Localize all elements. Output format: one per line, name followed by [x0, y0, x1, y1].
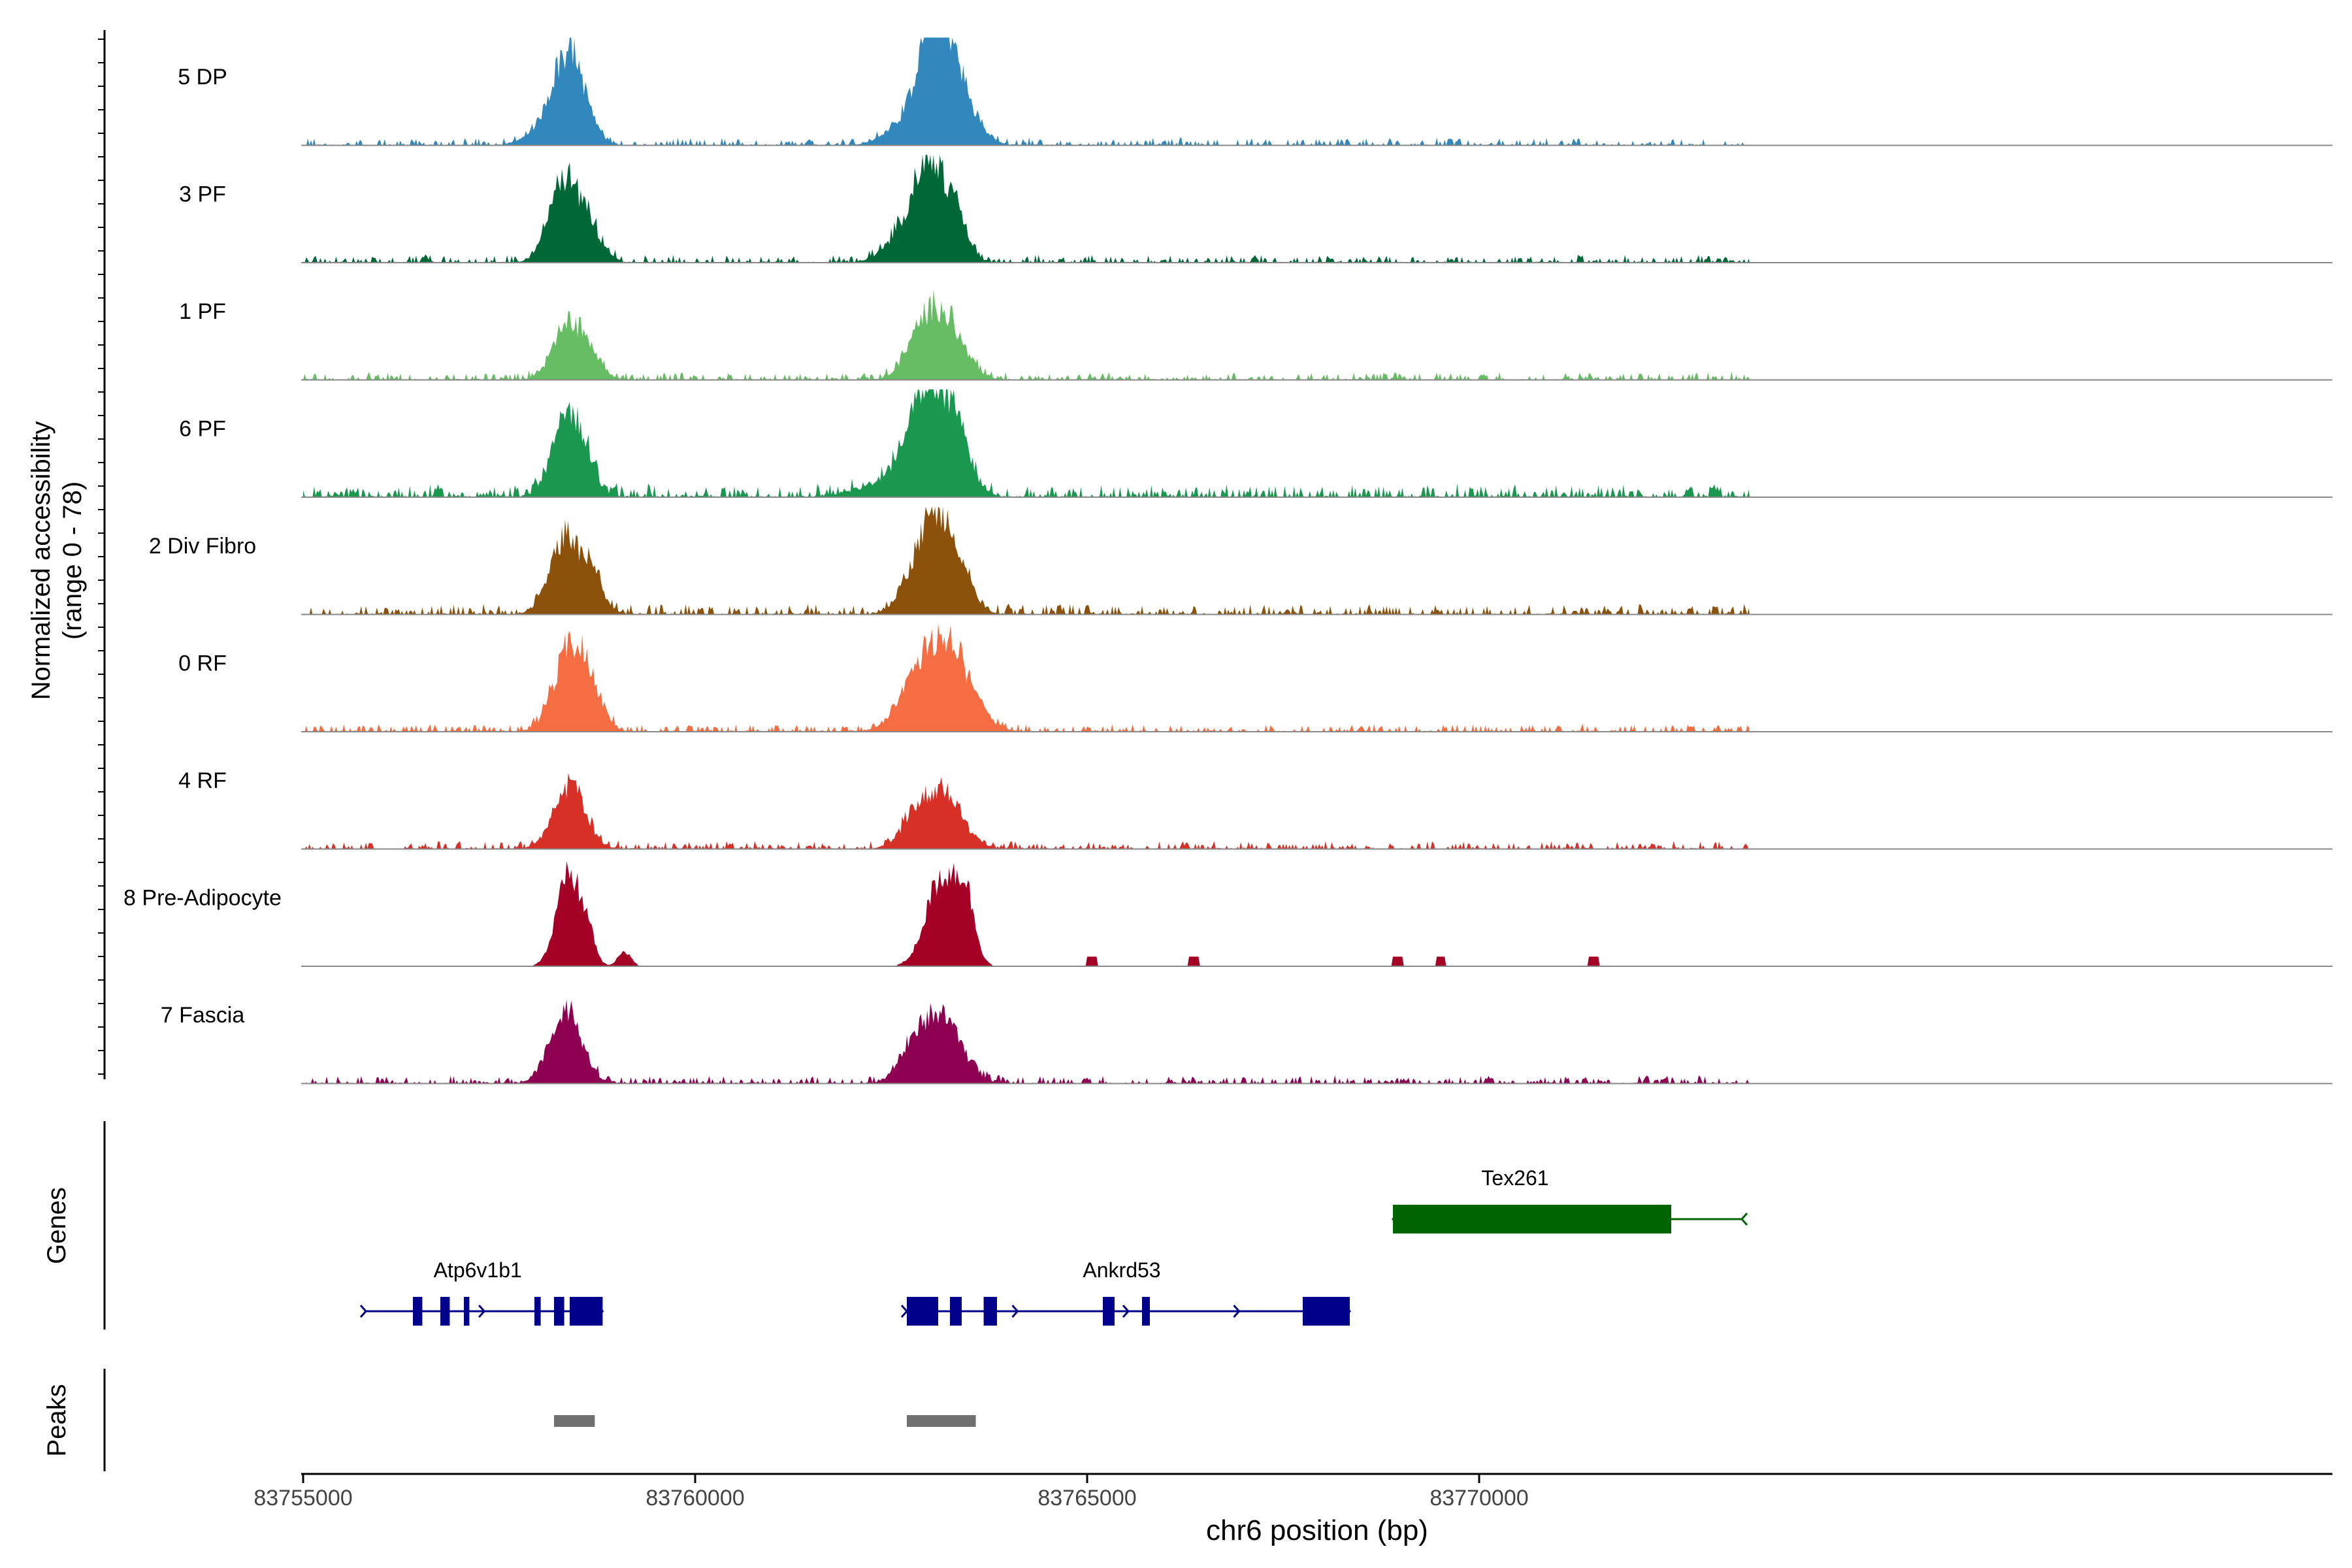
coverage-area [303, 506, 1750, 615]
exon [440, 1297, 450, 1326]
track-8-pre-adipocyte: 8 Pre-Adipocyte [123, 861, 2332, 967]
x-tick-label: 83770000 [1429, 1486, 1528, 1511]
peak-region [554, 1415, 595, 1427]
y-axis-label-line2: (range 0 - 78) [58, 482, 87, 640]
strand-arrow [1740, 1213, 1748, 1226]
gene-label: Tex261 [1481, 1166, 1548, 1190]
coverage-tracks: 5 DP 3 PF 1 PF 6 PF 2 Div Fibro 0 RF 4 RF 8 Pre… [123, 37, 2332, 1085]
track-5-dp: 5 DP [178, 37, 2332, 146]
x-axis-label: chr6 position (bp) [1206, 1514, 1428, 1546]
coverage-area [303, 155, 1750, 263]
gene-track: Atp6v1b1 Ankrd53 Tex261 [359, 1166, 1748, 1326]
strand-arrow [1122, 1305, 1130, 1318]
exon [464, 1297, 470, 1326]
coverage-area [303, 289, 1750, 380]
exon [1103, 1297, 1115, 1326]
peaks-track-label: Peaks [42, 1384, 71, 1456]
coverage-area [303, 624, 1750, 732]
exon [1393, 1205, 1671, 1233]
coverage-area [303, 37, 1750, 146]
exon [570, 1297, 603, 1326]
x-axis-ticks: 83755000 83760000 83765000 83770000 [253, 1474, 1529, 1511]
exon [950, 1297, 962, 1326]
y-axis-ticks [98, 39, 105, 1075]
exon [983, 1297, 997, 1326]
genes-track-label: Genes [42, 1187, 71, 1264]
coverage-area [303, 999, 1750, 1084]
gene-atp6v1b1: Atp6v1b1 [359, 1258, 604, 1326]
coverage-area [303, 861, 1750, 966]
exon [1142, 1297, 1150, 1326]
exon [1303, 1297, 1350, 1326]
x-tick-label: 83765000 [1037, 1486, 1136, 1511]
track-label: 7 Fascia [161, 1003, 245, 1028]
strand-arrow [1233, 1305, 1241, 1318]
y-axis-label-line1: Normalized accessibility [27, 421, 56, 700]
strand-arrow [359, 1305, 368, 1318]
track-label: 2 Div Fibro [149, 534, 256, 559]
gene-label: Atp6v1b1 [434, 1258, 522, 1282]
x-tick-label: 83760000 [645, 1486, 744, 1511]
track-label: 1 PF [179, 299, 226, 324]
track-0-rf: 0 RF [178, 624, 2332, 732]
x-tick-label: 83755000 [253, 1486, 352, 1511]
track-label: 0 RF [178, 651, 227, 676]
track-4-rf: 4 RF [178, 768, 2332, 850]
track-2-div-fibro: 2 Div Fibro [149, 506, 2332, 615]
peak-region [907, 1415, 976, 1427]
strand-arrow [1011, 1305, 1019, 1318]
exon [907, 1297, 938, 1326]
exon [554, 1297, 564, 1326]
gene-tex261: Tex261 [1391, 1166, 1748, 1233]
peak-track [554, 1415, 976, 1427]
exon [413, 1297, 423, 1326]
strand-arrow [478, 1305, 486, 1318]
track-6-pf: 6 PF [179, 389, 2332, 498]
coverage-area [303, 773, 1750, 849]
gene-label: Ankrd53 [1083, 1258, 1160, 1282]
track-label: 3 PF [179, 182, 226, 206]
track-label: 6 PF [179, 416, 226, 441]
track-label: 4 RF [178, 768, 227, 793]
coverage-area [303, 389, 1750, 497]
track-3-pf: 3 PF [179, 155, 2332, 263]
track-label: 5 DP [178, 65, 227, 90]
track-label: 8 Pre-Adipocyte [123, 885, 282, 910]
gene-ankrd53: Ankrd53 [900, 1258, 1352, 1326]
exon [534, 1297, 541, 1326]
track-1-pf: 1 PF [179, 289, 2332, 381]
strand-arrow [900, 1305, 909, 1318]
track-7-fascia: 7 Fascia [161, 999, 2332, 1085]
